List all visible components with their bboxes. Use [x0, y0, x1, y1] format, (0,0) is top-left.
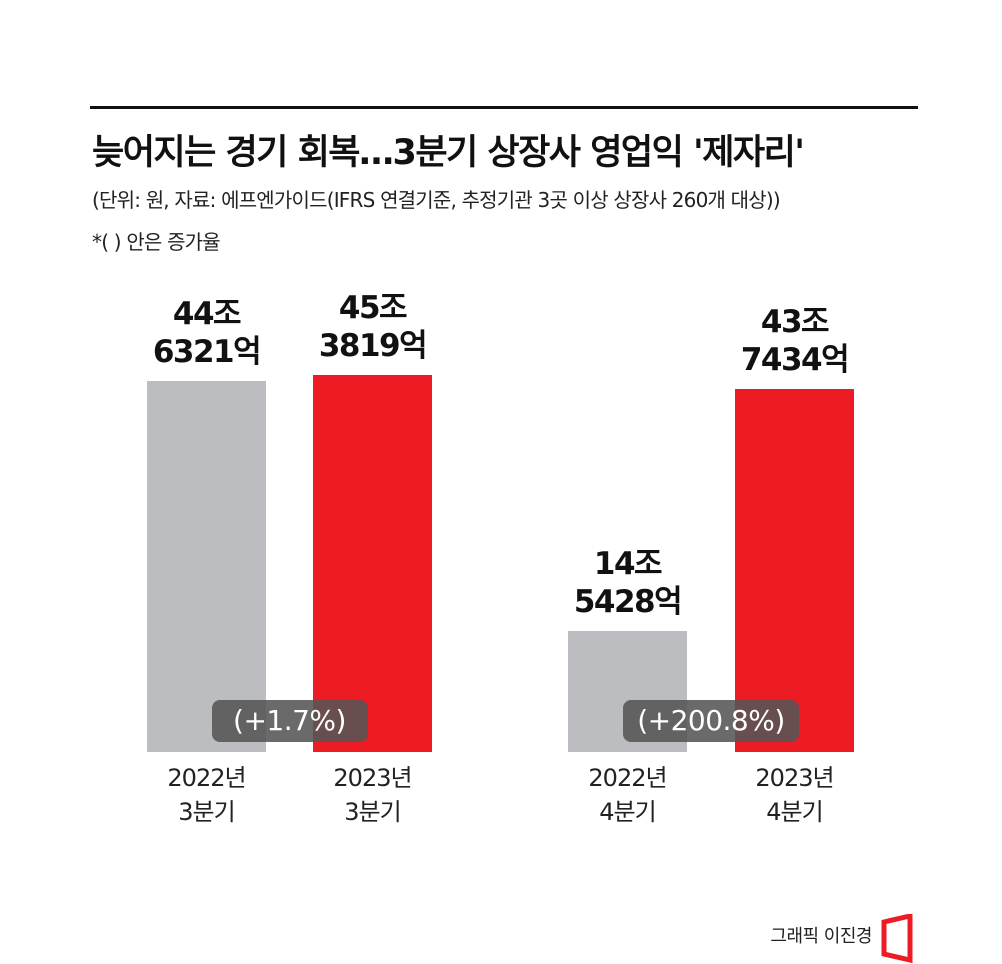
growth-annotation: (+200.8%) [623, 700, 799, 742]
bar [735, 388, 854, 752]
x-tick-label: 2022년 4분기 [588, 764, 667, 826]
chart-title: 늦어지는 경기 회복…3분기 상장사 영업익 '제자리' [92, 133, 805, 173]
x-tick-label: 2023년 3분기 [333, 764, 412, 826]
x-tick-label: 2023년 4분기 [755, 764, 834, 826]
title-rule [90, 106, 918, 109]
credit: 그래픽 이진경 [770, 926, 872, 947]
growth-annotation: (+1.7%) [211, 700, 368, 742]
note: *( ) 안은 증가율 [92, 230, 221, 254]
value-label: 14조 5428억 [573, 546, 683, 621]
value-label: 43조 7434억 [740, 303, 850, 378]
logo [881, 914, 913, 964]
bar [147, 381, 266, 752]
x-tick-label: 2022년 3분기 [167, 764, 246, 826]
subtitle: (단위: 원, 자료: 에프엔가이드(IFRS 연결기준, 추정기관 3곳 이상… [92, 188, 781, 212]
bar [313, 375, 432, 752]
value-label: 45조 3819억 [318, 290, 428, 364]
logo-shape [881, 914, 913, 964]
value-label: 44조 6321억 [152, 296, 262, 371]
